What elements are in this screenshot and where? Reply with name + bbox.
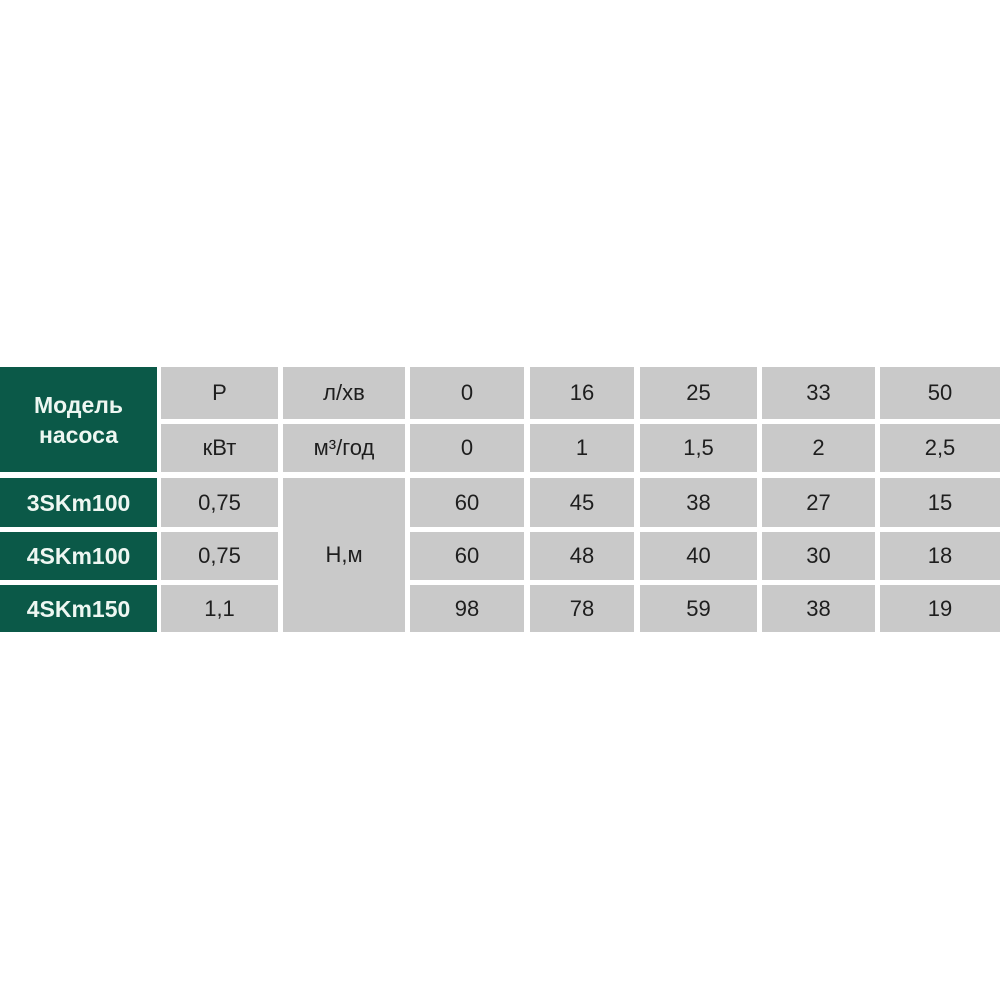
model-name: 4SKm150 [0, 585, 157, 632]
flow-lpm-value: 33 [762, 367, 875, 419]
head-value: 98 [410, 585, 524, 632]
model-name: 4SKm100 [0, 532, 157, 580]
head-value: 18 [880, 532, 1000, 580]
flow-m3h-value: 2 [762, 424, 875, 472]
flow-lpm-value: 50 [880, 367, 1000, 419]
flow-m3h-value: 0 [410, 424, 524, 472]
head-value: 60 [410, 478, 524, 527]
model-header: Модель насоса [0, 367, 157, 472]
head-value: 59 [640, 585, 757, 632]
head-label: Н,м [283, 478, 405, 632]
flow-m3h-value: 2,5 [880, 424, 1000, 472]
head-value: 40 [640, 532, 757, 580]
flow-m3h-value: 1,5 [640, 424, 757, 472]
head-value: 78 [530, 585, 634, 632]
head-value: 60 [410, 532, 524, 580]
flow-lpm-value: 25 [640, 367, 757, 419]
head-value: 38 [640, 478, 757, 527]
flow-m3h-value: 1 [530, 424, 634, 472]
head-value: 27 [762, 478, 875, 527]
head-value: 48 [530, 532, 634, 580]
flow-lpm-value: 0 [410, 367, 524, 419]
flow-lpm-value: 16 [530, 367, 634, 419]
head-value: 38 [762, 585, 875, 632]
head-value: 19 [880, 585, 1000, 632]
power-value: 1,1 [161, 585, 278, 632]
model-name: 3SKm100 [0, 478, 157, 527]
head-value: 45 [530, 478, 634, 527]
power-unit: кВт [161, 424, 278, 472]
flow-unit-lpm: л/хв [283, 367, 405, 419]
head-value: 30 [762, 532, 875, 580]
power-value: 0,75 [161, 532, 278, 580]
head-value: 15 [880, 478, 1000, 527]
power-value: 0,75 [161, 478, 278, 527]
flow-unit-m3h: м³/год [283, 424, 405, 472]
power-header: P [161, 367, 278, 419]
